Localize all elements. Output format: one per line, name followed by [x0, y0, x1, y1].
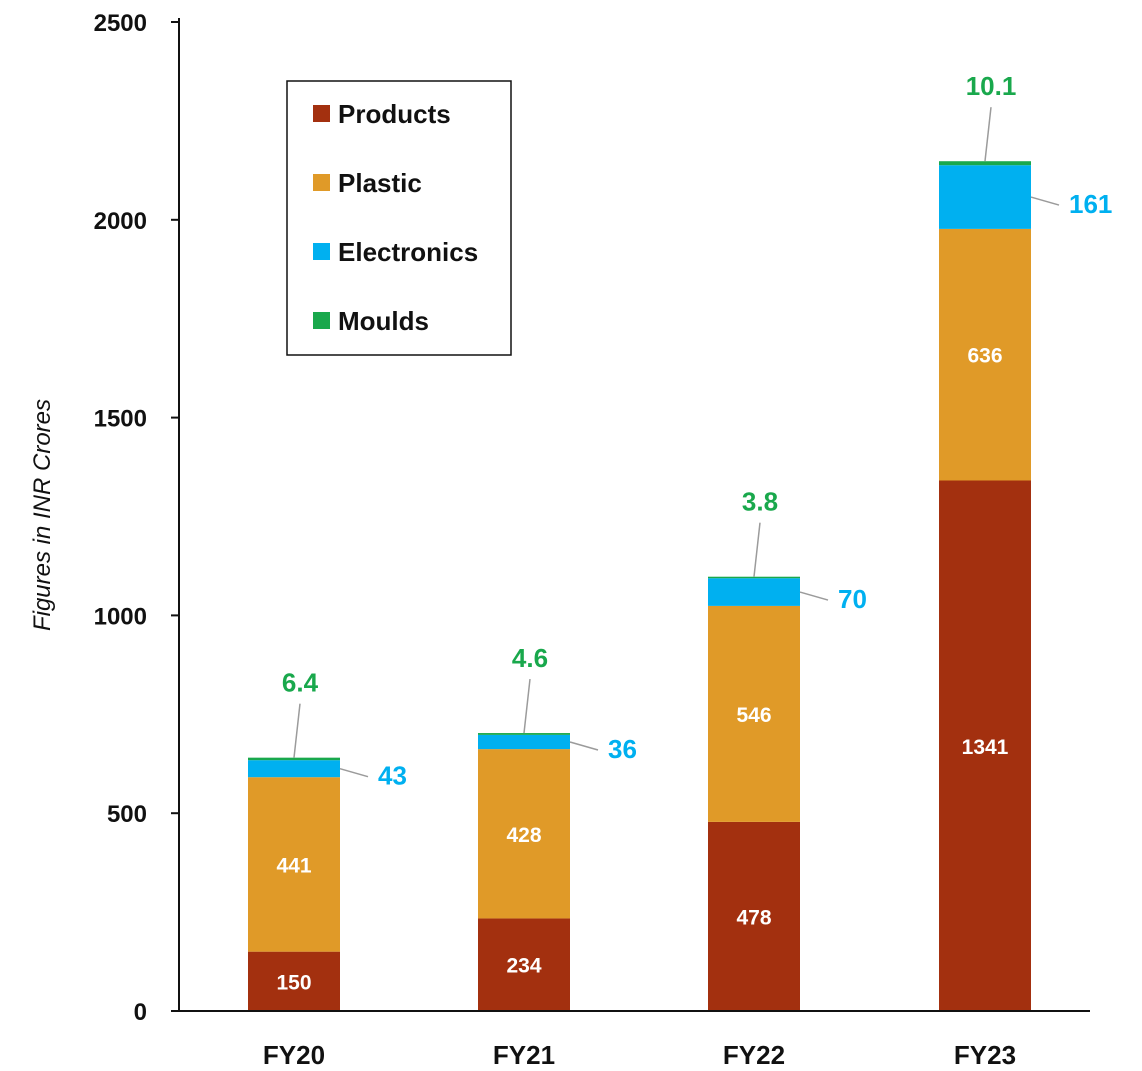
y-tick-label: 2500	[94, 10, 147, 37]
x-tick-label: FY22	[723, 1040, 785, 1066]
y-tick-label: 1000	[94, 603, 147, 630]
legend-swatch-moulds	[313, 312, 330, 329]
leader-line	[1030, 196, 1060, 206]
bar-segment-plastic	[248, 777, 340, 952]
y-axis-label: Figures in INR Crores	[29, 399, 56, 631]
data-label-plastic: 546	[736, 704, 771, 727]
x-tick-label: FY21	[493, 1040, 555, 1066]
x-tick-label: FY23	[954, 1040, 1016, 1066]
legend-swatch-plastic	[313, 174, 330, 191]
data-label-electronics: 43	[378, 761, 407, 791]
bar-segment-moulds	[478, 733, 570, 735]
data-label-moulds: 10.1	[966, 71, 1017, 101]
bar-segment-plastic	[708, 605, 800, 822]
bar-segment-products	[708, 821, 800, 1011]
axes-layer	[178, 18, 1090, 1012]
bar-segment-moulds	[939, 161, 1031, 166]
data-label-plastic: 428	[506, 824, 541, 847]
data-label-moulds: 6.4	[282, 668, 319, 698]
leader-line	[984, 107, 992, 162]
bar-segment-electronics	[478, 734, 570, 750]
legend-label-plastic: Plastic	[338, 168, 422, 198]
x-tick-label: FY20	[263, 1040, 325, 1066]
leader-line	[523, 678, 531, 734]
data-label-moulds: 4.6	[512, 643, 548, 673]
leader-line	[569, 741, 599, 751]
data-label-electronics: 36	[608, 734, 637, 764]
data-label-products: 1341	[962, 736, 1009, 759]
legend-swatch-products	[313, 105, 330, 122]
data-label-electronics: 70	[838, 584, 867, 614]
data-label-plastic: 636	[967, 345, 1002, 368]
y-tick-label: 0	[134, 999, 147, 1026]
legend-items: Products Plastic Electronics Moulds	[313, 99, 478, 336]
leader-line	[799, 591, 829, 601]
leader-line	[293, 703, 301, 758]
leader-line	[339, 767, 369, 778]
data-label-electronics: 161	[1069, 189, 1112, 219]
bar-segment-moulds	[708, 576, 800, 579]
leader-line	[753, 522, 761, 577]
x-ticks: FY20 FY21 FY22 FY23	[263, 1040, 1016, 1070]
bar-segment-electronics	[708, 578, 800, 606]
legend-label-moulds: Moulds	[338, 306, 429, 336]
y-tick-label: 1500	[94, 406, 147, 433]
legend-swatch-electronics	[313, 243, 330, 260]
legend-box	[286, 80, 512, 356]
data-label-products: 234	[506, 955, 541, 978]
y-tick-label: 500	[107, 801, 147, 828]
bar-segment-electronics	[939, 165, 1031, 229]
y-ticks: 0 500 1000 1500 2000 2500	[94, 10, 179, 1026]
bars-layer	[248, 161, 1031, 1012]
data-label-moulds: 3.8	[742, 487, 778, 517]
bar-segment-products	[478, 918, 570, 1011]
bar-segment-plastic	[939, 228, 1031, 481]
legend-label-electronics: Electronics	[338, 237, 478, 267]
data-label-products: 478	[736, 906, 771, 929]
bar-segment-products	[939, 480, 1031, 1012]
data-labels: 150 441 43 6.4 234 428 36 4.6 478 546 70 3.8 1341 636…	[276, 71, 1112, 994]
y-tick-label: 2000	[94, 208, 147, 235]
legend: Products Plastic Electronics Moulds	[286, 80, 512, 356]
bar-segment-plastic	[478, 749, 570, 919]
data-label-products: 150	[276, 971, 311, 994]
bar-segment-electronics	[248, 760, 340, 778]
data-label-plastic: 441	[276, 854, 311, 877]
legend-label-products: Products	[338, 99, 451, 129]
bar-segment-moulds	[248, 757, 340, 761]
bar-segment-products	[248, 951, 340, 1011]
